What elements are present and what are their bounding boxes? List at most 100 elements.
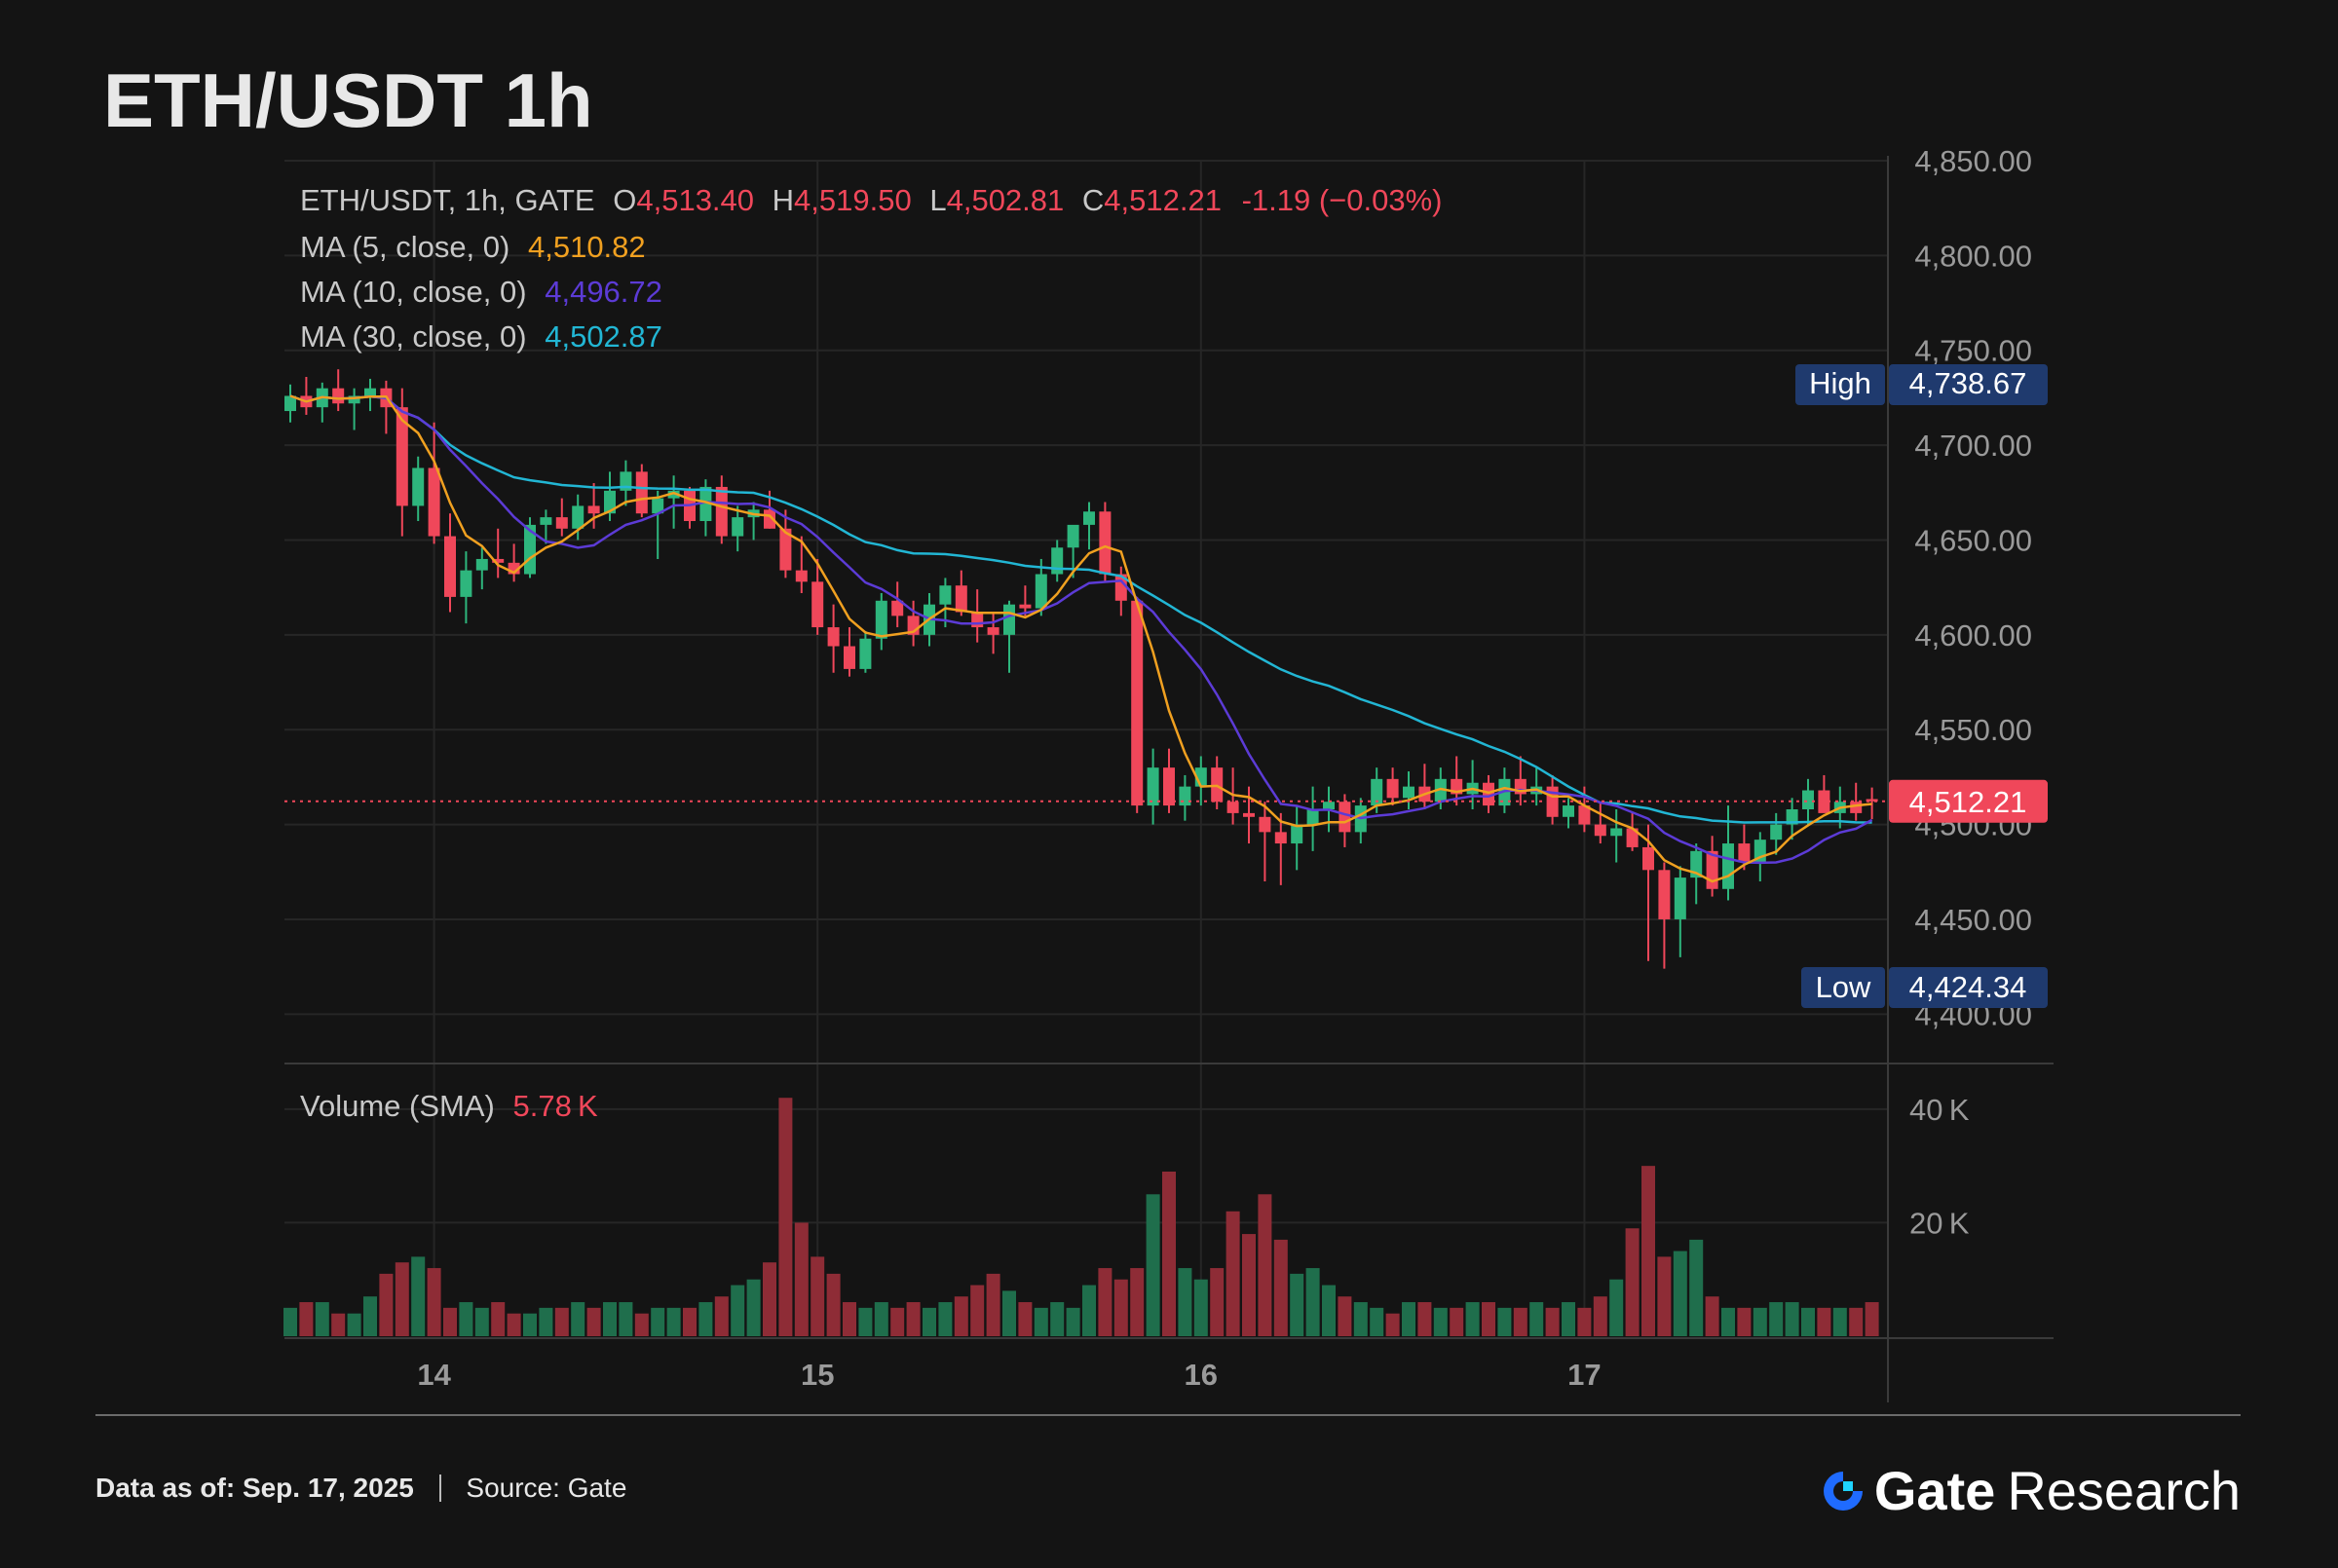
candle-body: [1658, 870, 1671, 919]
date-tick-label: 16: [1185, 1358, 1218, 1392]
candle-body: [332, 388, 345, 404]
volume-bar: [1433, 1307, 1448, 1336]
legend-volume-label: Volume (SMA): [300, 1089, 495, 1123]
volume-bar: [1705, 1296, 1719, 1336]
candle-body: [779, 528, 792, 571]
candle-body: [604, 490, 616, 514]
candle-body: [396, 407, 408, 506]
volume-bar: [1322, 1285, 1336, 1336]
ma-layer: [289, 394, 1873, 883]
volume-bar: [698, 1302, 713, 1336]
data-as-of-value: Sep. 17, 2025: [242, 1473, 414, 1503]
candle-body: [1323, 802, 1335, 809]
candle-body: [859, 638, 872, 669]
legend-ma10-label: MA (10, close, 0): [300, 275, 527, 309]
volume-bar: [890, 1307, 905, 1336]
volume-bar: [571, 1302, 585, 1336]
candle-body: [955, 585, 967, 613]
candle-body: [587, 505, 600, 514]
volume-bar: [1178, 1268, 1192, 1336]
volume-bar: [1609, 1279, 1624, 1336]
volume-bar: [331, 1313, 346, 1336]
legend-ma5-label: MA (5, close, 0): [300, 230, 509, 264]
volume-bar: [763, 1262, 776, 1336]
price-tick-label: 4,700.00: [1914, 429, 2032, 463]
volume-bar: [1034, 1307, 1048, 1336]
volume-bar: [1529, 1302, 1544, 1336]
source-value: Gate: [567, 1473, 627, 1503]
candle-body: [939, 585, 952, 605]
candle-body: [348, 395, 360, 404]
candle-body: [1243, 812, 1255, 817]
volume-bar: [858, 1307, 873, 1336]
candle-body: [715, 486, 728, 537]
price-chart[interactable]: 4,400.004,450.004,500.004,550.004,600.00…: [0, 0, 2338, 1412]
volume-bar: [1753, 1307, 1767, 1336]
legend-ohlc: ETH/USDT, 1h, GATE O4,513.40 H4,519.50 L…: [300, 183, 1443, 217]
volume-bar: [1402, 1302, 1415, 1336]
candle-body: [652, 498, 664, 514]
candle-body: [1610, 828, 1623, 837]
brand-name: Gate: [1873, 1460, 1996, 1521]
low-badge-value: 4,424.34: [1909, 970, 2027, 1004]
volume-bar: [1050, 1302, 1065, 1336]
volume-bar: [1657, 1256, 1672, 1336]
candle-body: [891, 600, 904, 616]
volume-bar: [427, 1268, 441, 1336]
candle-body: [1067, 524, 1079, 548]
volume-bar: [1417, 1302, 1432, 1336]
price-tick-label: 4,550.00: [1914, 713, 2032, 747]
low-badge: Low 4,424.34: [1801, 967, 2048, 1008]
high-badge-label-bg: [1795, 364, 1885, 405]
volume-bar: [411, 1256, 426, 1336]
volume-bar: [826, 1273, 841, 1336]
volume-bar: [906, 1302, 921, 1336]
volume-bar: [1737, 1307, 1752, 1336]
candle-body: [364, 388, 376, 396]
volume-bar: [714, 1296, 729, 1336]
candle-body: [1594, 824, 1606, 837]
volume-bar: [1242, 1234, 1256, 1336]
legend-ma10-value: 4,496.72: [545, 275, 662, 309]
candle-body: [1163, 767, 1175, 806]
volume-bar: [651, 1307, 665, 1336]
candle-body: [875, 600, 887, 639]
ma5-line: [289, 394, 1872, 883]
candle-body: [1674, 877, 1686, 919]
candle-body: [635, 471, 648, 514]
volume-bar: [1577, 1307, 1592, 1336]
legend-h-value: 4,519.50: [794, 183, 912, 217]
candle-body: [1274, 832, 1287, 844]
volume-bar: [746, 1279, 761, 1336]
volume-bar: [507, 1313, 521, 1336]
volume-bar: [1353, 1302, 1368, 1336]
volume-bar: [938, 1302, 953, 1336]
volume-bar: [1785, 1302, 1799, 1336]
candle-body: [971, 612, 984, 628]
price-tick-label: 4,850.00: [1914, 144, 2032, 178]
volume-bar: [1130, 1268, 1145, 1336]
candle-body: [1563, 805, 1574, 817]
volume-bar: [603, 1302, 617, 1336]
volume-tick-label: 40 K: [1909, 1093, 1970, 1127]
volume-bar: [1210, 1268, 1225, 1336]
legend-l-value: 4,502.81: [947, 183, 1065, 217]
volume-bar: [1082, 1285, 1096, 1336]
candle-body: [1019, 604, 1032, 609]
low-badge-label-bg: [1801, 967, 1885, 1008]
price-tick-label: 4,650.00: [1914, 523, 2032, 557]
source-label: Source:: [466, 1473, 560, 1503]
candle-body: [1818, 790, 1830, 813]
grid-layer: [284, 156, 2054, 1402]
legend-h-label: H: [773, 183, 794, 217]
candle-body: [1434, 778, 1447, 803]
candle-layer: [284, 369, 1878, 969]
legend-ma30-value: 4,502.87: [545, 319, 662, 354]
candle-body: [1722, 843, 1734, 889]
candle-body: [699, 486, 712, 521]
volume-bar: [1721, 1307, 1735, 1336]
volume-bar: [811, 1256, 825, 1336]
candle-body: [1371, 778, 1383, 806]
volume-bar: [315, 1302, 329, 1336]
brand-suffix: Research: [2007, 1460, 2241, 1521]
